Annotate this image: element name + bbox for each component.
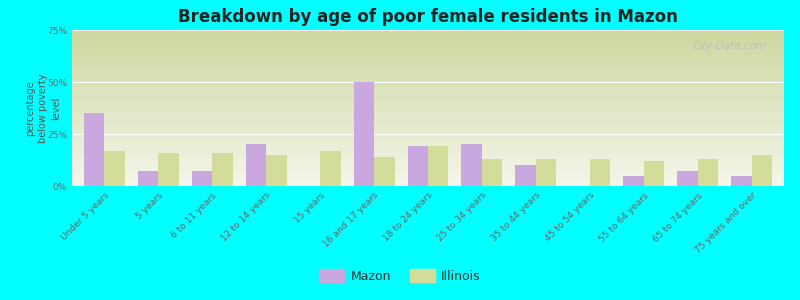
Bar [266,155,286,186]
Bar [407,146,428,186]
Bar [158,153,179,186]
Bar [698,159,718,186]
Bar [374,157,394,186]
Bar [462,144,482,186]
Bar [752,155,772,186]
Legend: Mazon, Illinois: Mazon, Illinois [314,264,486,288]
Bar [428,146,449,186]
Bar [138,171,158,186]
Bar [515,165,536,186]
Bar [677,171,698,186]
Bar [246,144,266,186]
Text: City-Data.com: City-Data.com [692,41,766,51]
Title: Breakdown by age of poor female residents in Mazon: Breakdown by age of poor female resident… [178,8,678,26]
Bar [731,176,752,186]
Y-axis label: percentage
below poverty
level: percentage below poverty level [25,73,61,143]
Bar [623,176,644,186]
Bar [104,151,125,186]
Bar [212,153,233,186]
Bar [84,113,104,186]
Bar [644,161,664,186]
Bar [320,151,341,186]
Bar [590,159,610,186]
Bar [354,82,374,186]
Bar [192,171,212,186]
Bar [482,159,502,186]
Bar [536,159,556,186]
